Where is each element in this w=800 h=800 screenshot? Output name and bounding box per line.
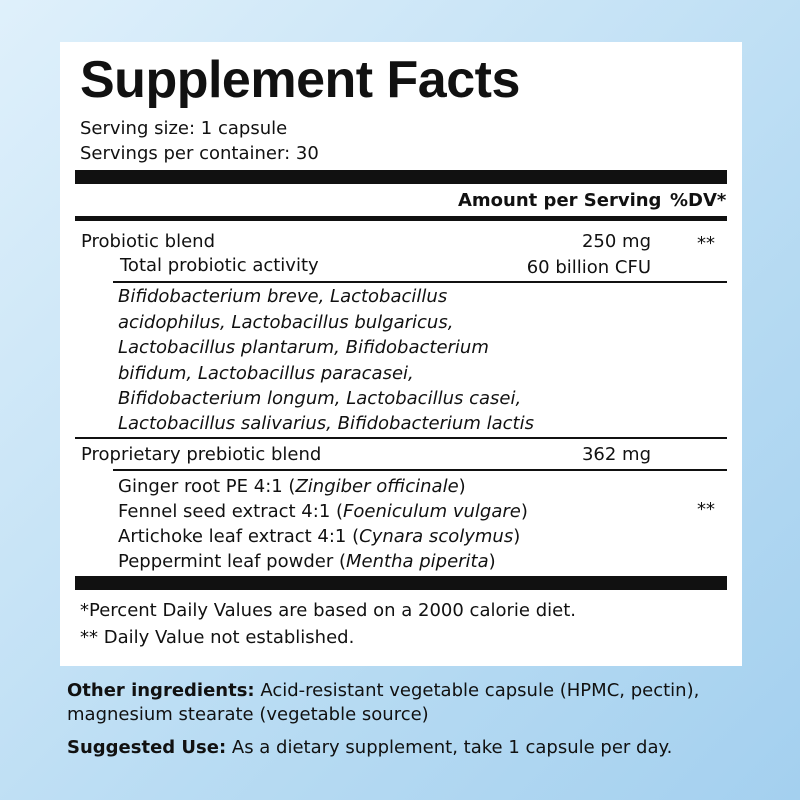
strains-divider	[113, 281, 727, 283]
top-thick-rule	[75, 170, 727, 184]
strain-line: bifidum, Lactobacillus paracasei,	[118, 363, 414, 384]
header-rule	[75, 216, 727, 221]
servings-per-container: Servings per container: 30	[80, 143, 319, 164]
page-title: Supplement Facts	[80, 51, 520, 109]
strain-line: Lactobacillus salivarius, Bifidobacteriu…	[118, 413, 534, 434]
strain-line: acidophilus, Lactobacillus bulgaricus,	[118, 312, 454, 333]
prebiotic-ingredient: Artichoke leaf extract 4:1 (Cynara scoly…	[118, 526, 521, 547]
strain-line: Bifidobacterium longum, Lactobacillus ca…	[118, 388, 522, 409]
bottom-thick-rule	[75, 576, 727, 590]
probiotic-blend-name: Probiotic blend	[81, 231, 216, 252]
prebiotic-blend-name: Proprietary prebiotic blend	[81, 444, 322, 465]
prebiotic-ingredient: Peppermint leaf powder (Mentha piperita)	[118, 551, 496, 572]
dv-header: %DV*	[670, 190, 727, 211]
prebiotic-blend-amount: 362 mg	[581, 444, 651, 465]
prebiotic-divider	[113, 469, 727, 471]
prebiotic-ingredient: Fennel seed extract 4:1 (Foeniculum vulg…	[118, 501, 528, 522]
probiotic-activity-label: Total probiotic activity	[120, 255, 319, 276]
strain-line: Lactobacillus plantarum, Bifidobacterium	[118, 337, 489, 358]
suggested-use: Suggested Use: As a dietary supplement, …	[67, 737, 673, 758]
footnote-dv: *Percent Daily Values are based on a 200…	[80, 600, 576, 621]
other-ingredients: Other ingredients: Acid-resistant vegeta…	[67, 680, 700, 701]
prebiotic-ingredient: Ginger root PE 4:1 (Zingiber officinale)	[118, 476, 466, 497]
other-ingredients-line2: magnesium stearate (vegetable source)	[67, 704, 429, 725]
probiotic-blend-amount: 250 mg	[581, 231, 651, 252]
probiotic-activity-value: 60 billion CFU	[526, 257, 651, 278]
other-ingredients-label: Other ingredients:	[67, 680, 255, 701]
supplement-facts-panel: Supplement Facts Serving size: 1 capsule…	[60, 42, 742, 666]
footnote-not-established: ** Daily Value not established.	[80, 627, 355, 648]
strain-line: Bifidobacterium breve, Lactobacillus	[118, 286, 448, 307]
amount-per-serving-header: Amount per Serving	[458, 190, 662, 211]
probiotic-section-rule	[75, 437, 727, 439]
suggested-use-label: Suggested Use:	[67, 737, 227, 758]
prebiotic-dv: **	[697, 499, 715, 520]
probiotic-dv: **	[697, 233, 715, 254]
serving-size: Serving size: 1 capsule	[80, 118, 288, 139]
